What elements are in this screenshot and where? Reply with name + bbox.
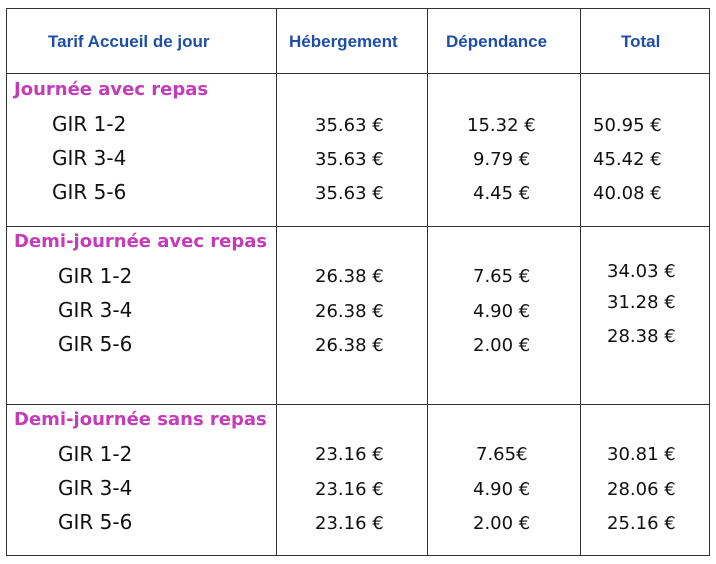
gir-label: GIR 5-6 (58, 332, 133, 356)
gir-label: GIR 3-4 (58, 476, 133, 500)
gir-label: GIR 1-2 (58, 442, 133, 466)
hebergement-value: 23.16 € (315, 513, 384, 534)
total-value: 28.38 € (607, 326, 676, 347)
header-tarif: Tarif Accueil de jour (48, 32, 210, 51)
hebergement-value: 35.63 € (315, 149, 384, 170)
total-value: 40.08 € (593, 183, 662, 204)
section-divider (6, 226, 710, 227)
dependance-value: 2.00 € (473, 335, 531, 356)
column-divider (580, 8, 581, 556)
total-value: 34.03 € (607, 261, 676, 282)
header-total: Total (621, 32, 661, 51)
table-border-bottom (6, 555, 710, 556)
dependance-value: 7.65 € (473, 266, 531, 287)
hebergement-value: 35.63 € (315, 115, 384, 136)
section-title: Journée avec repas (14, 79, 209, 100)
header-divider (6, 73, 710, 74)
total-value: 30.81 € (607, 444, 676, 465)
section-title: Demi-journée avec repas (14, 231, 268, 252)
hebergement-value: 35.63 € (315, 183, 384, 204)
total-value: 25.16 € (607, 513, 676, 534)
total-value: 28.06 € (607, 479, 676, 500)
total-value: 31.28 € (607, 292, 676, 313)
table-border-top (6, 8, 710, 9)
dependance-value: 4.90 € (473, 479, 531, 500)
section-title: Demi-journée sans repas (14, 409, 267, 430)
gir-label: GIR 3-4 (58, 298, 133, 322)
gir-label: GIR 3-4 (52, 146, 127, 170)
gir-label: GIR 5-6 (58, 510, 133, 534)
total-value: 45.42 € (593, 149, 662, 170)
hebergement-value: 23.16 € (315, 479, 384, 500)
dependance-value: 2.00 € (473, 513, 531, 534)
column-divider (276, 8, 277, 556)
gir-label: GIR 5-6 (52, 180, 127, 204)
column-divider (427, 8, 428, 556)
total-value: 50.95 € (593, 115, 662, 136)
table-border-left (6, 8, 7, 556)
table-border-right (709, 8, 710, 556)
section-divider (6, 404, 710, 405)
dependance-value: 7.65€ (476, 444, 528, 465)
gir-label: GIR 1-2 (58, 264, 133, 288)
dependance-value: 4.90 € (473, 301, 531, 322)
gir-label: GIR 1-2 (52, 112, 127, 136)
header-hebergement: Hébergement (289, 32, 398, 51)
hebergement-value: 26.38 € (315, 301, 384, 322)
dependance-value: 15.32 € (467, 115, 536, 136)
dependance-value: 9.79 € (473, 149, 531, 170)
hebergement-value: 23.16 € (315, 444, 384, 465)
hebergement-value: 26.38 € (315, 335, 384, 356)
header-dependance: Dépendance (446, 32, 548, 51)
dependance-value: 4.45 € (473, 183, 531, 204)
hebergement-value: 26.38 € (315, 266, 384, 287)
